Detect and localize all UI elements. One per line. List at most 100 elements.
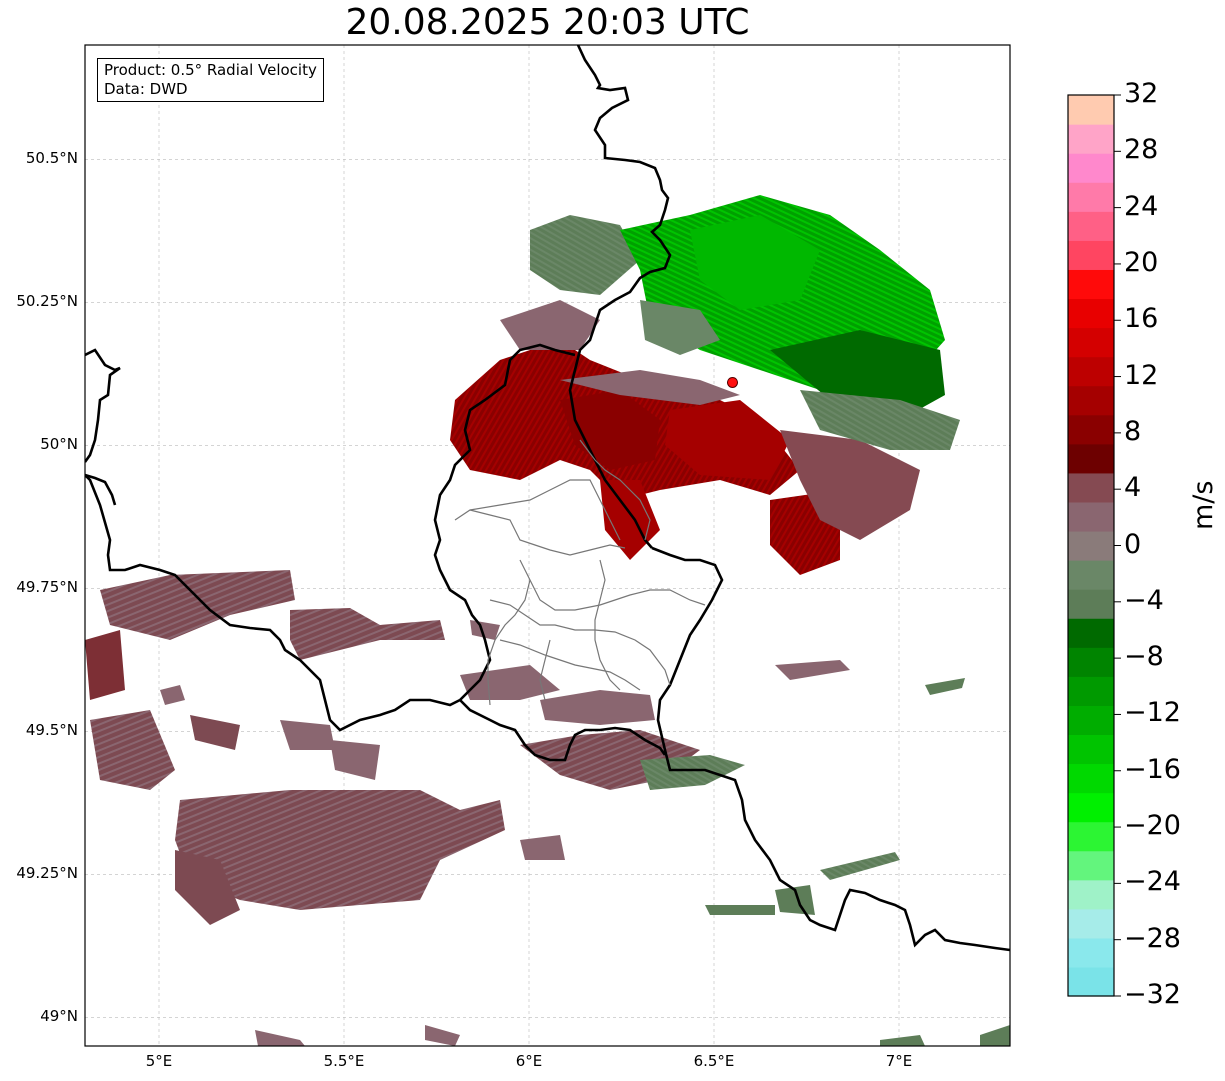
echo-south-2 (540, 690, 655, 725)
map-axes-frame (84, 44, 1011, 1047)
colorbar-tick-label: −4 (1124, 584, 1164, 616)
echo-near-pos-7 (780, 430, 920, 540)
colorbar-segment (1068, 908, 1114, 939)
echo-se-2 (820, 852, 900, 880)
map-title: 20.08.2025 20:03 UTC (345, 2, 750, 43)
longitude-label: 5°E (145, 1052, 173, 1070)
colorbar-segment (1068, 95, 1114, 125)
echo-s-7 (255, 1030, 305, 1046)
echo-se-4 (775, 885, 815, 915)
echo-west-1 (100, 570, 295, 640)
colorbar-tick-label: −8 (1124, 641, 1164, 673)
colorbar-segment (1068, 269, 1114, 300)
echo-near-neg-3 (770, 330, 945, 420)
longitude-label: 6.5°E (693, 1052, 735, 1070)
colorbar-segment (1068, 560, 1114, 590)
border-lu-fr (85, 474, 461, 732)
colorbar-segment (1068, 124, 1114, 154)
border-be-lu-north (433, 343, 576, 701)
colorbar-tick-label: −32 (1124, 979, 1181, 1010)
echo-west-2 (85, 630, 125, 700)
echo-near-neg-6 (640, 300, 720, 355)
echo-west-6 (290, 608, 445, 660)
longitude-label: 6°E (515, 1052, 543, 1070)
colorbar-segment (1068, 763, 1114, 794)
echo-west-10 (160, 685, 185, 705)
colorbar-tick-label: 12 (1124, 359, 1159, 391)
echo-south-4 (640, 755, 745, 790)
colorbar-segment (1068, 937, 1114, 968)
border-fr-de-south (459, 699, 667, 762)
border-be-west-2 (85, 473, 117, 506)
lux-canton-1 (469, 509, 626, 556)
colorbar-segment (1068, 240, 1114, 270)
colorbar-tick-label: −24 (1124, 866, 1181, 898)
echo-near-neg-5 (690, 215, 820, 310)
lux-canton-8 (539, 639, 551, 701)
echo-west-4 (175, 790, 505, 910)
colorbar-tick-label: −12 (1124, 697, 1181, 729)
echo-s-8 (425, 1025, 460, 1046)
colorbar-tick-label: 28 (1124, 134, 1159, 166)
latitude-label: 49.25°N (16, 864, 78, 883)
colorbar-segment (1068, 705, 1114, 736)
colorbar-segment (1068, 734, 1114, 765)
lux-canton-4 (489, 599, 671, 686)
latitude-label: 50.5°N (25, 149, 78, 168)
colorbar-segment (1068, 327, 1114, 358)
echo-s-9 (880, 1035, 925, 1046)
colorbar-segment (1068, 414, 1114, 445)
colorbar-tick-label: 4 (1124, 472, 1142, 504)
product-label: Product: 0.5° Radial Velocity (104, 61, 317, 79)
echo-near-pos-2 (560, 390, 660, 470)
echo-west-7 (280, 720, 335, 750)
colorbar-tick-label: 16 (1124, 303, 1159, 335)
colorbar-segment (1068, 472, 1114, 503)
colorbar-segment (1068, 589, 1114, 619)
product-info-box: Product: 0.5° Radial Velocity Data: DWD (97, 58, 324, 102)
lux-canton-9 (579, 439, 651, 541)
colorbar-tick-label: 20 (1124, 246, 1159, 278)
colorbar-segment (1068, 879, 1114, 910)
borders-layer (85, 45, 1010, 952)
colorbar-segment (1068, 298, 1114, 329)
colorbar-tick-label: 0 (1124, 528, 1142, 560)
colorbar-segment (1068, 385, 1114, 416)
echo-se-5 (925, 678, 965, 695)
echo-south-6 (470, 620, 500, 640)
colorbar-segment (1068, 356, 1114, 387)
colorbar-segment (1068, 618, 1114, 648)
colorbar-ticks (1114, 94, 1121, 997)
colorbar-tick-label: 24 (1124, 190, 1159, 222)
colorbar-segment (1068, 211, 1114, 241)
echo-near-pos-6 (560, 370, 740, 405)
echo-west-9 (190, 715, 240, 750)
latitude-label: 49.75°N (16, 578, 78, 597)
echo-south-1 (460, 665, 560, 700)
echo-se-1 (775, 660, 850, 680)
echo-west-3 (90, 710, 175, 790)
colorbar-segment (1068, 153, 1114, 183)
colorbar-tick-label: 32 (1124, 78, 1159, 109)
colorbar-segment (1068, 792, 1114, 823)
echo-se-3 (705, 905, 775, 915)
echo-se-6 (980, 1025, 1010, 1046)
lux-canton-3 (519, 559, 706, 611)
colorbar (1068, 95, 1114, 997)
lux-canton-7 (594, 559, 621, 691)
latitude-label: 49.5°N (25, 721, 78, 740)
echo-south-5 (520, 835, 565, 860)
lux-canton-5 (499, 639, 641, 691)
border-be-de (568, 45, 672, 549)
colorbar-segment (1068, 501, 1114, 532)
colorbar-segment (1068, 966, 1114, 997)
radar-site-marker (727, 376, 738, 388)
echo-near-neg-1 (530, 215, 640, 295)
colorbar-segment (1068, 850, 1114, 881)
colorbar-tick-label: 8 (1124, 415, 1142, 447)
longitude-label: 5.5°E (323, 1052, 365, 1070)
colorbar-unit-label: m/s (1188, 480, 1219, 530)
lux-canton-6 (487, 579, 531, 706)
echo-west-5 (175, 850, 240, 925)
